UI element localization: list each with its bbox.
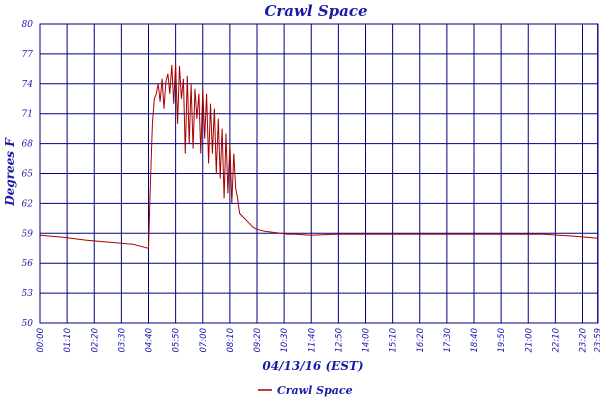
- x-tick-label: 07:00: [199, 328, 209, 353]
- x-axis-label: 04/13/16 (EST): [262, 359, 363, 373]
- y-tick-label: 65: [22, 170, 34, 180]
- series-line-crawl-space: [39, 63, 599, 249]
- y-tick-label: 53: [22, 289, 34, 299]
- legend: Crawl Space: [258, 384, 353, 397]
- y-tick-label: 56: [22, 259, 34, 269]
- y-axis-ticks: 50 53 56 59 62 65 68 71 74 77 80: [22, 20, 34, 329]
- x-tick-label: 04:40: [145, 328, 155, 353]
- x-tick-label: 01:10: [63, 328, 73, 353]
- x-axis-ticks: 00:00 01:10 02:20 03:30 04:40 05:50 07:00 08:10…: [36, 328, 600, 353]
- x-tick-label: 17:30: [443, 328, 453, 353]
- plot-frame: [39, 23, 599, 324]
- x-tick-label: 16:20: [416, 328, 426, 353]
- y-axis-label: Degrees F: [3, 137, 17, 207]
- y-tick-label: 71: [22, 110, 33, 120]
- x-tick-label: 23:20: [579, 328, 589, 353]
- y-tick-label: 62: [22, 199, 34, 209]
- y-tick-label: 50: [22, 319, 34, 329]
- x-tick-label: 10:30: [280, 328, 290, 353]
- y-tick-label: 80: [22, 20, 34, 30]
- x-tick-label: 11:40: [307, 328, 317, 353]
- legend-label: Crawl Space: [277, 384, 353, 397]
- x-tick-label: 19:50: [497, 328, 507, 353]
- x-tick-label: 22:10: [551, 328, 561, 353]
- x-tick-label: 18:40: [470, 328, 480, 353]
- x-tick-label: 03:30: [117, 328, 127, 353]
- y-tick-label: 68: [22, 140, 34, 150]
- x-tick-label: 00:00: [36, 328, 46, 353]
- x-tick-label: 08:10: [226, 328, 236, 353]
- y-tick-label: 74: [22, 80, 34, 90]
- x-tick-label: 05:50: [172, 328, 182, 353]
- x-tick-label: 23:59: [594, 328, 600, 353]
- y-tick-label: 77: [22, 50, 34, 60]
- chart-grid: [39, 23, 599, 324]
- x-tick-label: 09:20: [253, 328, 263, 353]
- x-tick-label: 14:00: [362, 328, 372, 353]
- x-tick-label: 12:50: [334, 328, 344, 353]
- x-tick-label: 21:00: [524, 328, 534, 353]
- chart-title: Crawl Space: [264, 2, 367, 20]
- y-tick-label: 59: [22, 229, 34, 239]
- x-tick-label: 02:20: [90, 328, 100, 353]
- x-tick-label: 15:10: [389, 328, 399, 353]
